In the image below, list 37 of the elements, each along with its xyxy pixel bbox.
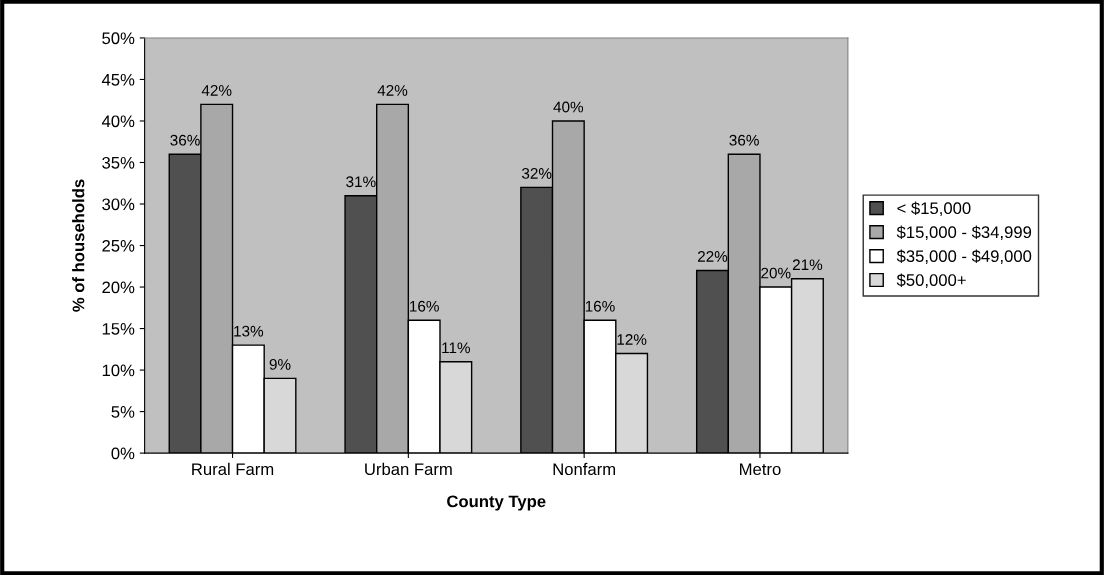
data-label: 42% xyxy=(377,84,408,96)
x-tick-label: Urban Farm xyxy=(365,462,452,476)
data-label: 32% xyxy=(521,168,552,179)
y-tick-label: 5% xyxy=(111,406,135,418)
data-label: 20% xyxy=(761,267,791,279)
x-axis-title: County Type xyxy=(447,495,546,511)
y-axis-title: % of households xyxy=(72,179,85,312)
data-label: 16% xyxy=(410,300,439,312)
legend-label: $35,000 - $49,000 xyxy=(896,249,1032,264)
x-tick-label: Nonfarm xyxy=(553,462,616,476)
x-tick-label: Metro xyxy=(740,463,781,476)
data-label: 22% xyxy=(697,251,728,262)
data-label: 11% xyxy=(442,342,470,354)
data-label: 40% xyxy=(553,101,584,113)
data-label: 42% xyxy=(201,84,232,96)
data-label: 21% xyxy=(792,259,823,271)
data-label: 36% xyxy=(170,134,200,146)
data-label: 13% xyxy=(234,325,264,337)
data-label: 9% xyxy=(269,358,291,370)
y-tick-label: 0% xyxy=(111,447,135,460)
y-tick-label: 35% xyxy=(102,156,135,169)
y-tick-label: 30% xyxy=(102,198,135,211)
y-tick-label: 50% xyxy=(102,32,135,45)
data-label: 12% xyxy=(617,334,647,345)
y-tick-label: 40% xyxy=(101,115,135,128)
y-tick-label: 25% xyxy=(102,239,135,252)
data-label: 36% xyxy=(729,134,759,146)
x-tick-label: Rural Farm xyxy=(192,462,274,476)
y-tick-label: 10% xyxy=(102,364,135,377)
y-tick-label: 20% xyxy=(102,281,135,294)
y-tick-label: 45% xyxy=(101,73,135,86)
legend-label: $15,000 - $34,999 xyxy=(896,225,1032,241)
y-tick-label: 15% xyxy=(102,323,135,335)
legend-label: < $15,000 xyxy=(897,201,971,217)
data-label: 31% xyxy=(346,176,376,188)
data-label: 16% xyxy=(585,300,615,312)
legend-label: $50,000+ xyxy=(896,273,966,288)
